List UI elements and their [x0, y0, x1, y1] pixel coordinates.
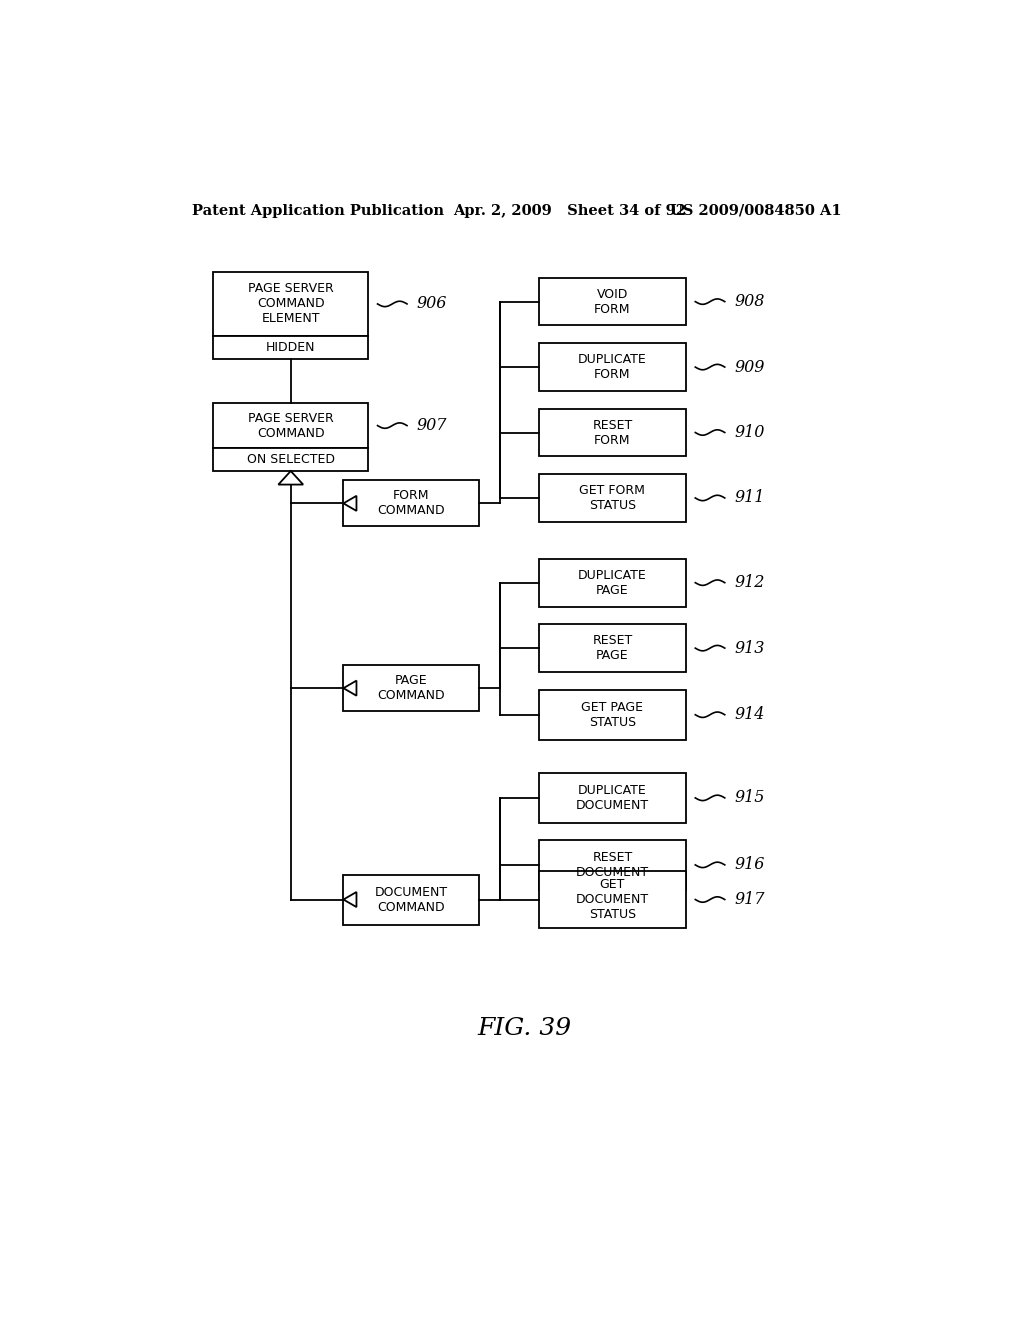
Text: PAGE SERVER
COMMAND: PAGE SERVER COMMAND	[248, 412, 334, 440]
Bar	[539, 474, 686, 521]
Text: DUPLICATE
PAGE: DUPLICATE PAGE	[578, 569, 647, 597]
Text: GET
DOCUMENT
STATUS: GET DOCUMENT STATUS	[575, 878, 649, 921]
Text: PAGE SERVER
COMMAND
ELEMENT: PAGE SERVER COMMAND ELEMENT	[248, 282, 334, 326]
Text: Apr. 2, 2009   Sheet 34 of 92: Apr. 2, 2009 Sheet 34 of 92	[454, 203, 686, 218]
Text: RESET
FORM: RESET FORM	[592, 418, 633, 446]
Text: GET FORM
STATUS: GET FORM STATUS	[580, 484, 645, 512]
Text: FORM
COMMAND: FORM COMMAND	[378, 490, 445, 517]
Text: US 2009/0084850 A1: US 2009/0084850 A1	[671, 203, 842, 218]
Bar	[539, 689, 686, 739]
Text: 909: 909	[734, 359, 765, 376]
Bar	[213, 335, 369, 359]
Bar	[539, 871, 686, 928]
Bar	[539, 774, 686, 822]
Bar	[213, 272, 369, 335]
Text: 916: 916	[734, 857, 765, 874]
Text: 906: 906	[417, 296, 446, 313]
Bar	[213, 447, 369, 471]
Text: 917: 917	[734, 891, 765, 908]
Text: DUPLICATE
FORM: DUPLICATE FORM	[578, 352, 647, 381]
Text: DOCUMENT
COMMAND: DOCUMENT COMMAND	[375, 886, 447, 913]
Text: 908: 908	[734, 293, 765, 310]
Text: 911: 911	[734, 490, 765, 507]
Text: 910: 910	[734, 424, 765, 441]
Bar	[539, 840, 686, 890]
Bar	[539, 277, 686, 326]
Bar	[343, 665, 479, 711]
Text: GET PAGE
STATUS: GET PAGE STATUS	[582, 701, 643, 729]
Text: DUPLICATE
DOCUMENT: DUPLICATE DOCUMENT	[575, 784, 649, 812]
Bar	[539, 624, 686, 672]
Text: 913: 913	[734, 640, 765, 656]
Text: HIDDEN: HIDDEN	[266, 341, 315, 354]
Text: VOID
FORM: VOID FORM	[594, 288, 631, 315]
Text: 912: 912	[734, 574, 765, 591]
Bar	[539, 343, 686, 391]
Bar	[343, 874, 479, 924]
Text: 907: 907	[417, 417, 446, 434]
Text: Patent Application Publication: Patent Application Publication	[191, 203, 443, 218]
Bar	[343, 480, 479, 527]
Text: RESET
DOCUMENT: RESET DOCUMENT	[575, 851, 649, 879]
Text: RESET
PAGE: RESET PAGE	[592, 634, 633, 663]
Text: PAGE
COMMAND: PAGE COMMAND	[378, 675, 445, 702]
Text: 915: 915	[734, 789, 765, 807]
Bar	[539, 558, 686, 607]
Bar	[539, 409, 686, 457]
Text: ON SELECTED: ON SELECTED	[247, 453, 335, 466]
Text: FIG. 39: FIG. 39	[478, 1016, 571, 1040]
Bar	[213, 404, 369, 447]
Text: 914: 914	[734, 706, 765, 723]
